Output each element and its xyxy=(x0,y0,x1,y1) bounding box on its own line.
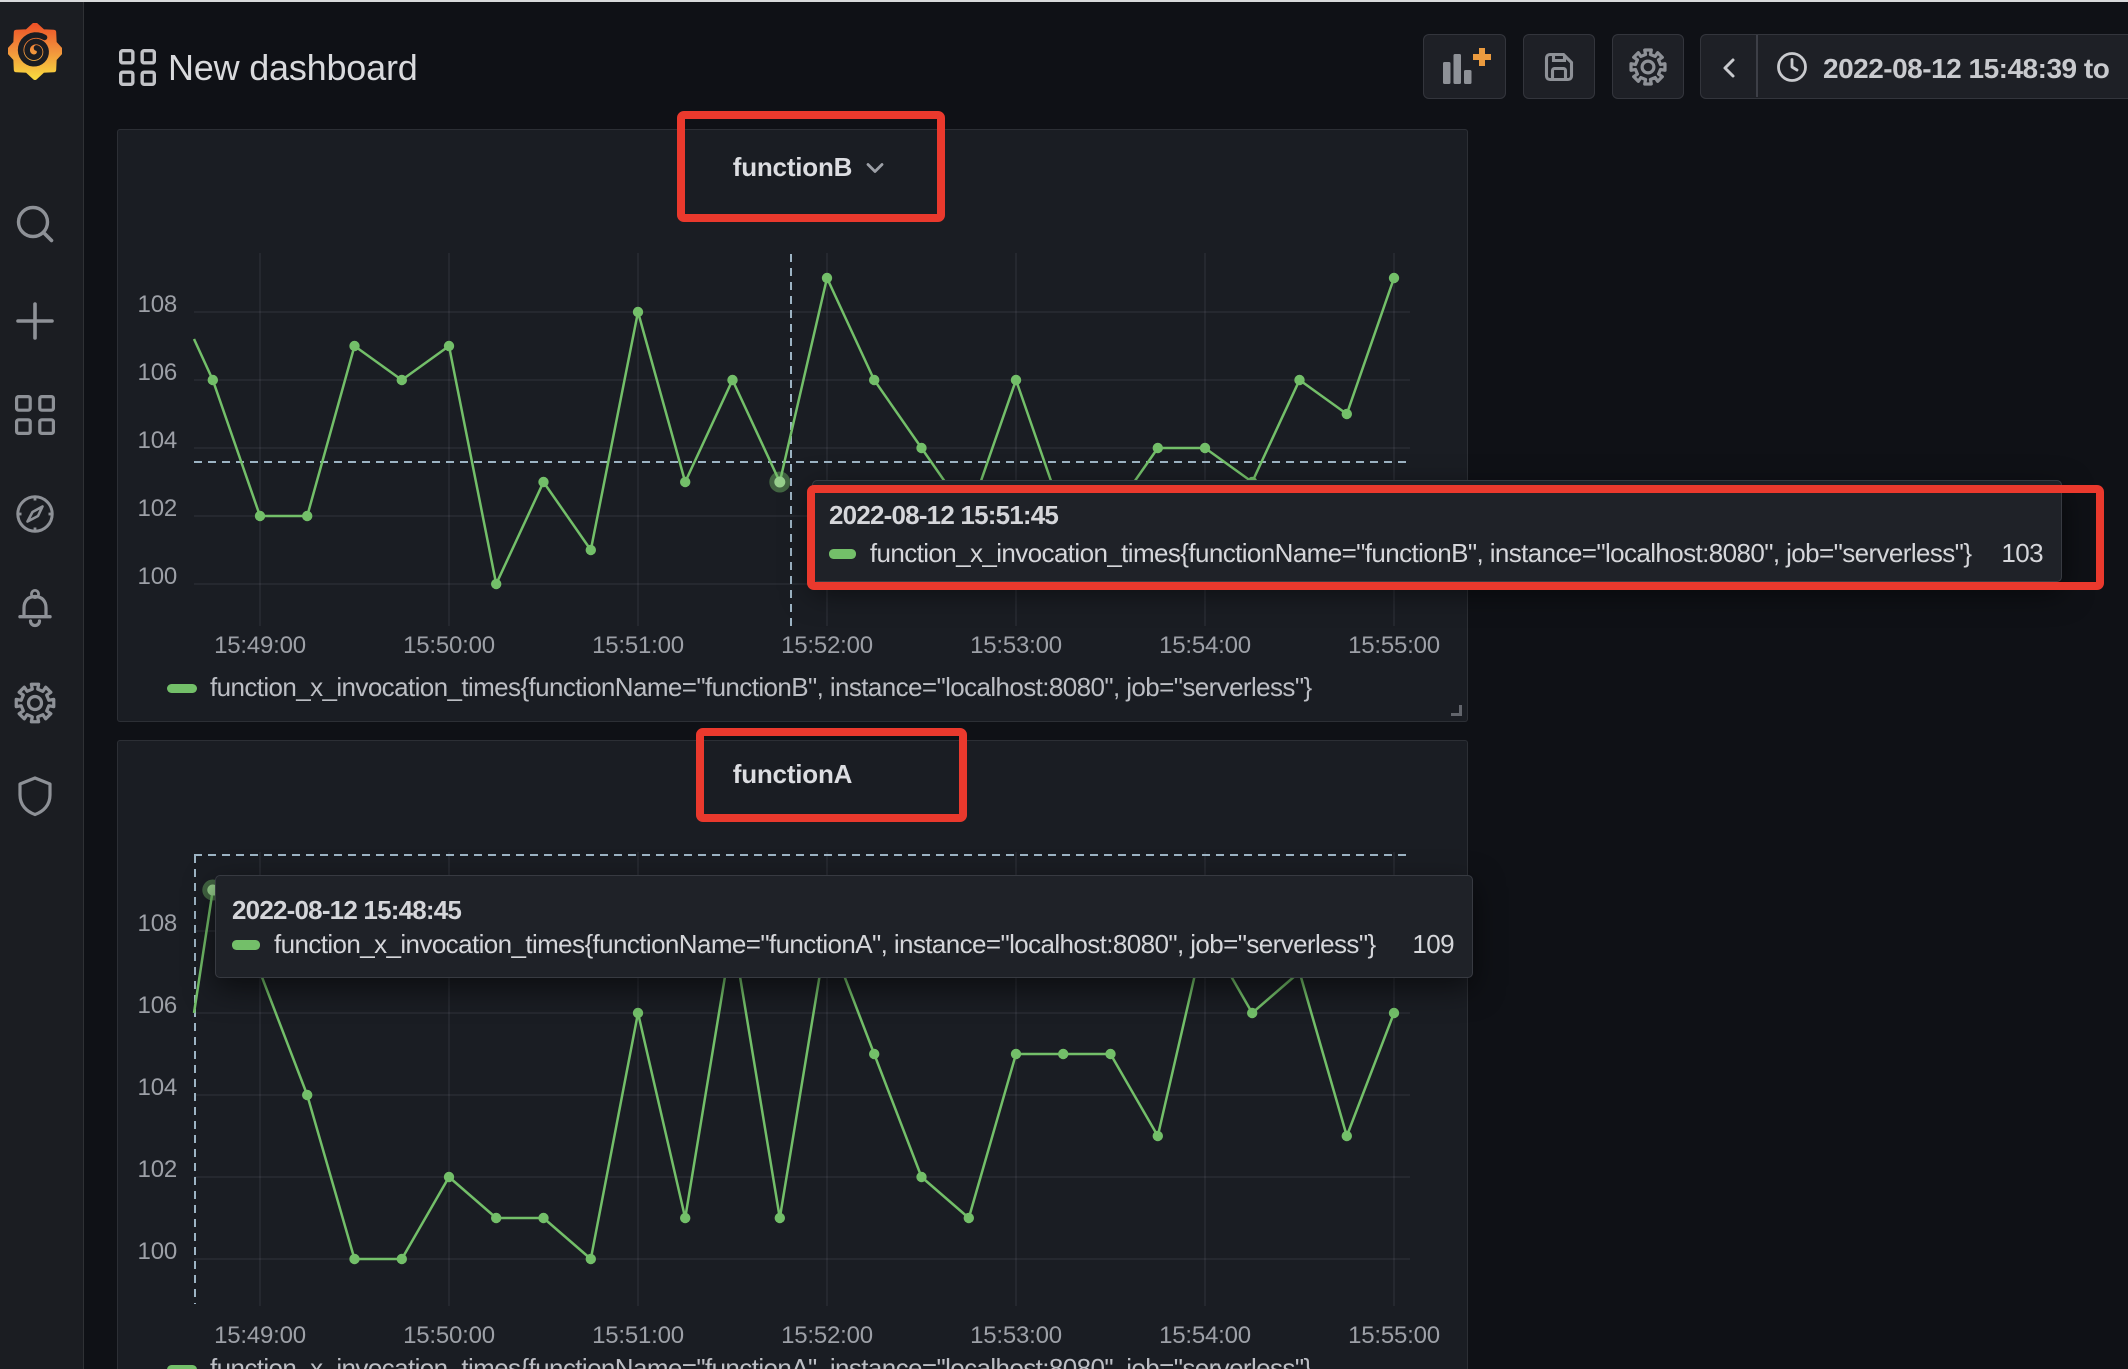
svg-text:15:49:00: 15:49:00 xyxy=(214,632,306,659)
svg-text:108: 108 xyxy=(138,291,177,318)
svg-text:102: 102 xyxy=(138,495,177,522)
svg-text:15:50:00: 15:50:00 xyxy=(403,632,495,659)
svg-text:104: 104 xyxy=(138,427,177,454)
svg-text:15:51:00: 15:51:00 xyxy=(592,1322,684,1349)
svg-text:104: 104 xyxy=(138,1074,177,1101)
svg-text:102: 102 xyxy=(138,1156,177,1183)
svg-text:15:50:00: 15:50:00 xyxy=(403,1322,495,1349)
svg-text:15:49:00: 15:49:00 xyxy=(214,1322,306,1349)
svg-text:108: 108 xyxy=(138,910,177,937)
svg-text:15:54:00: 15:54:00 xyxy=(1159,632,1251,659)
svg-text:15:55:00: 15:55:00 xyxy=(1348,1322,1440,1349)
svg-text:100: 100 xyxy=(138,563,177,590)
svg-text:100: 100 xyxy=(138,1238,177,1265)
svg-text:15:52:00: 15:52:00 xyxy=(781,632,873,659)
svg-text:106: 106 xyxy=(138,992,177,1019)
svg-text:15:54:00: 15:54:00 xyxy=(1159,1322,1251,1349)
svg-text:15:52:00: 15:52:00 xyxy=(781,1322,873,1349)
svg-text:15:53:00: 15:53:00 xyxy=(970,632,1062,659)
svg-text:106: 106 xyxy=(138,359,177,386)
svg-text:15:51:00: 15:51:00 xyxy=(592,632,684,659)
svg-text:15:53:00: 15:53:00 xyxy=(970,1322,1062,1349)
svg-text:15:55:00: 15:55:00 xyxy=(1348,632,1440,659)
